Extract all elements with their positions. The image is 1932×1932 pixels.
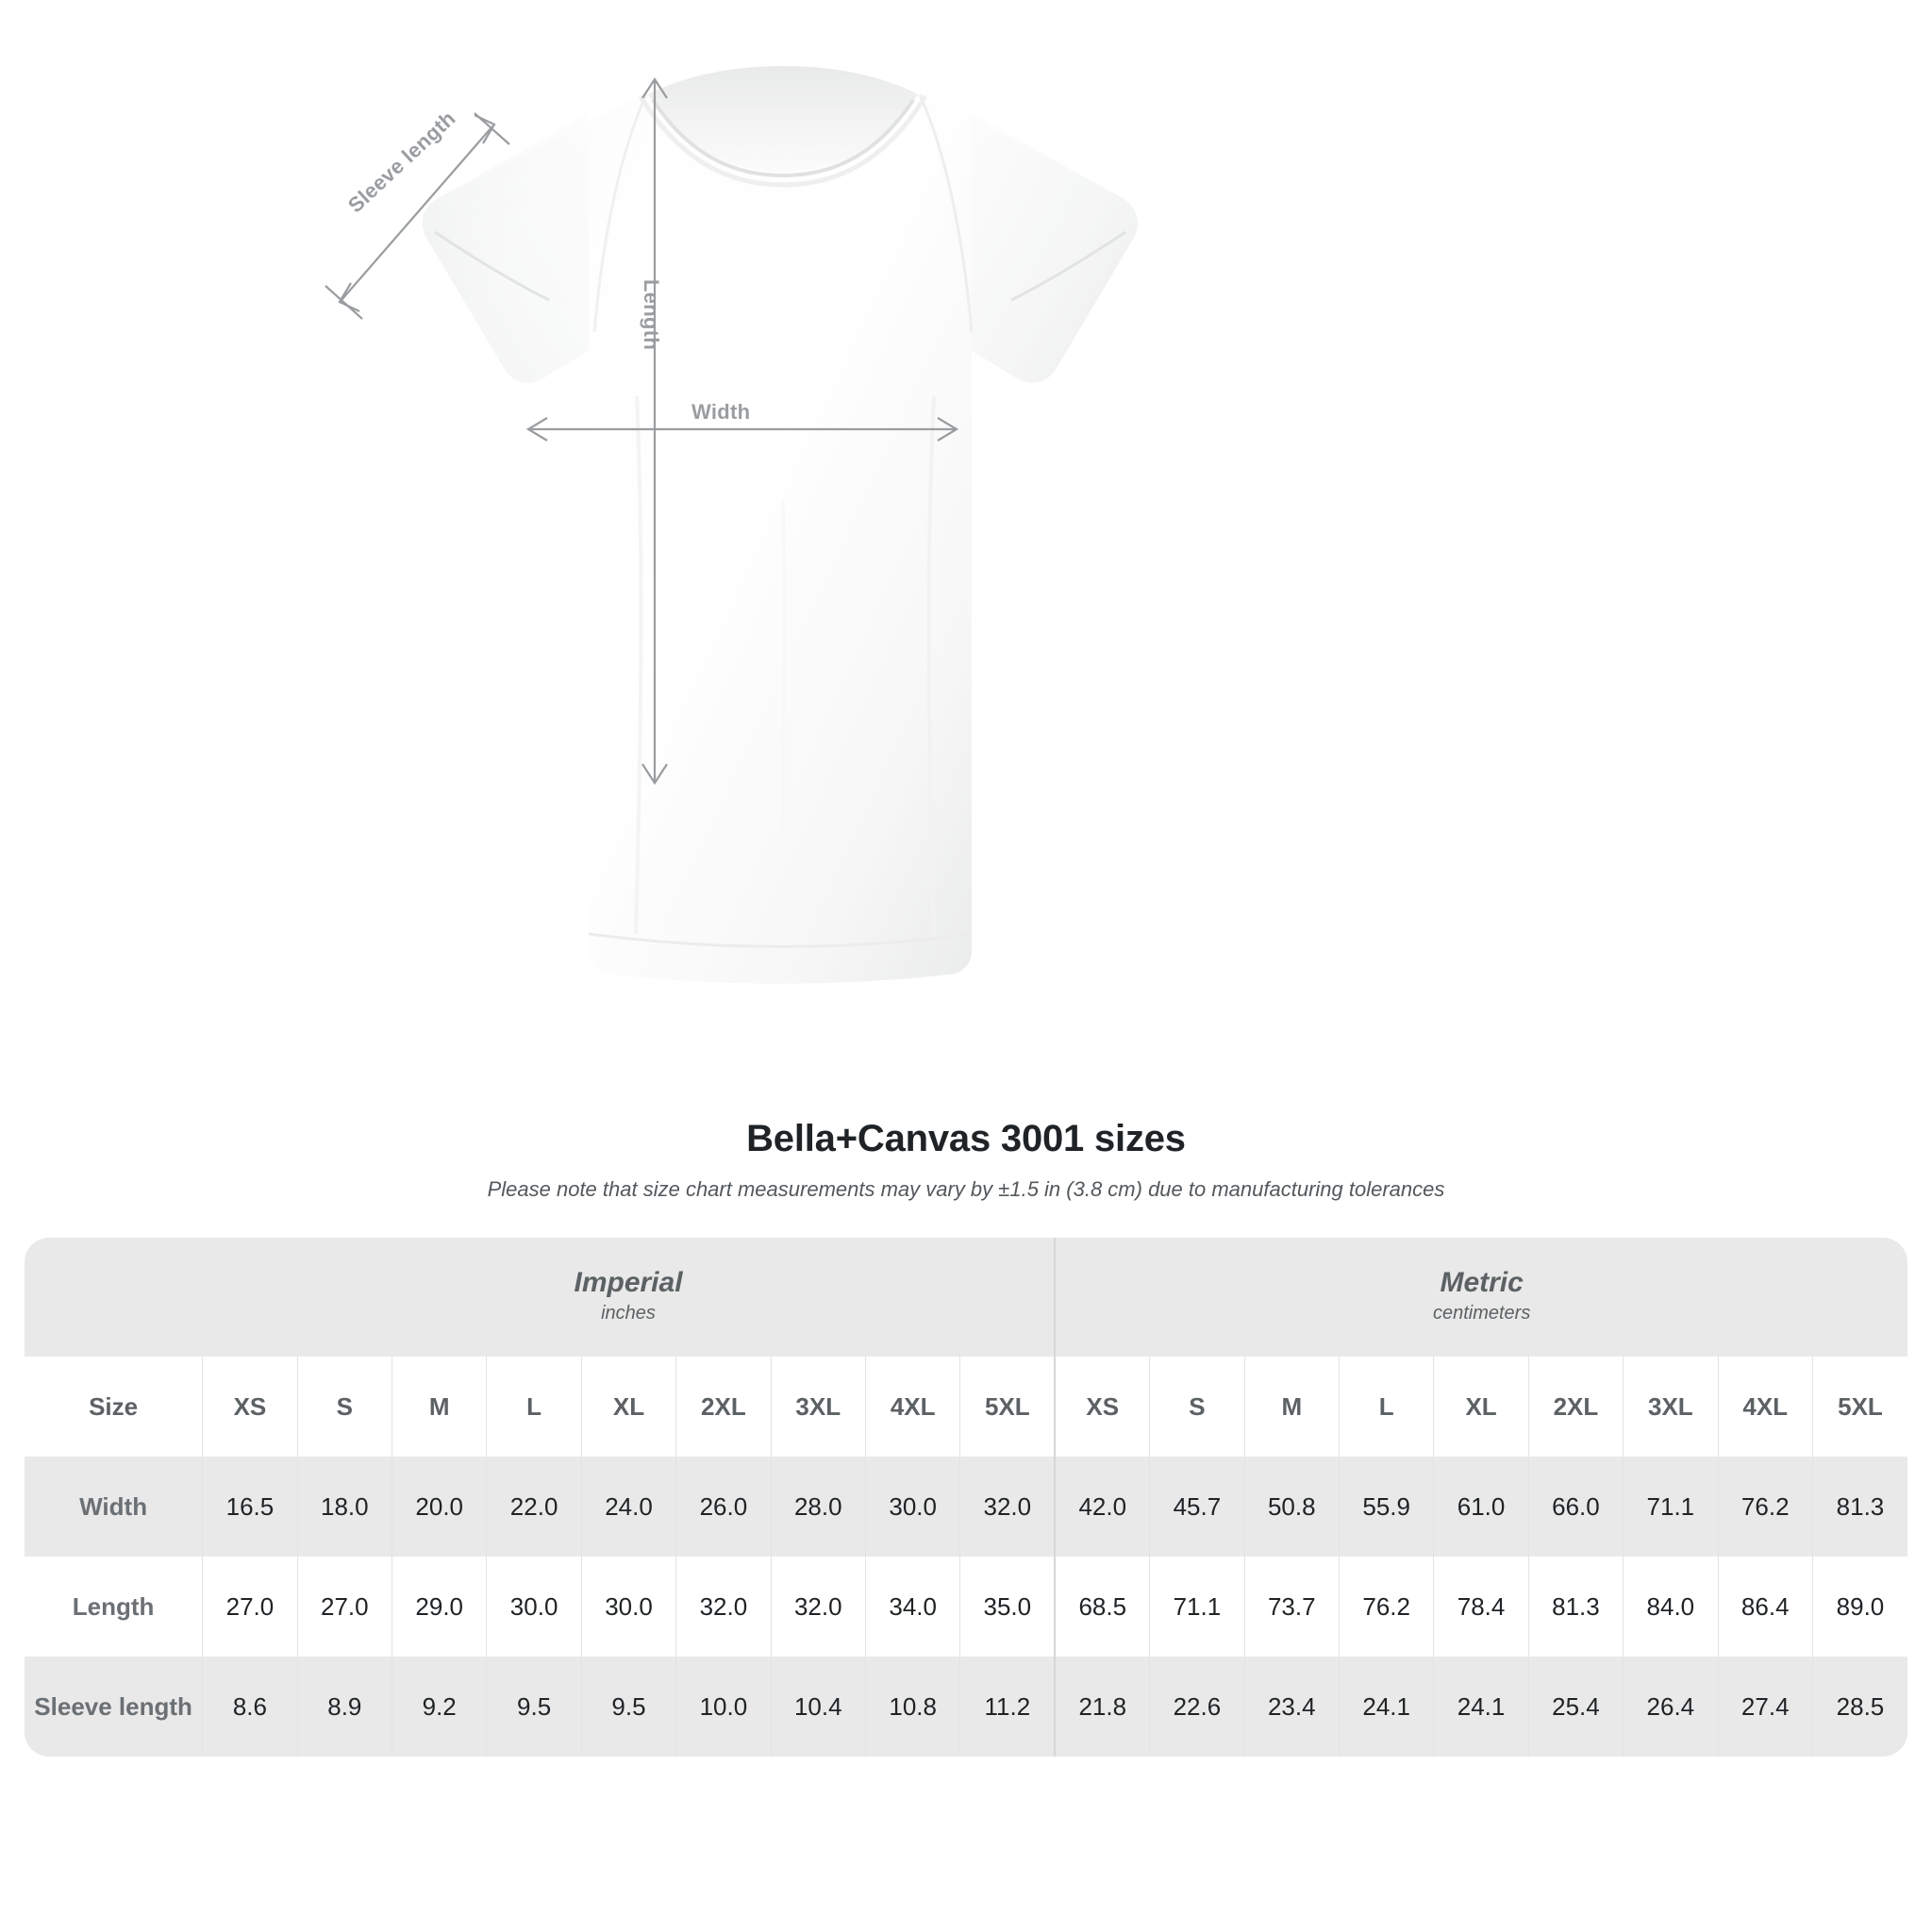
cell-width-imperial-xl: 24.0 bbox=[580, 1457, 676, 1557]
size-header-imperial-2xl: 2XL bbox=[675, 1357, 772, 1457]
cell-sleeve-length-metric-l: 24.1 bbox=[1338, 1657, 1434, 1757]
cell-width-imperial-l: 22.0 bbox=[486, 1457, 582, 1557]
size-header-metric-xs: XS bbox=[1054, 1357, 1150, 1457]
cell-length-metric-4xl: 86.4 bbox=[1717, 1557, 1813, 1657]
cell-length-imperial-s: 27.0 bbox=[296, 1557, 392, 1657]
row-label-sleeve-length: Sleeve length bbox=[25, 1657, 203, 1757]
cell-length-imperial-xs: 27.0 bbox=[202, 1557, 298, 1657]
size-header-metric-2xl: 2XL bbox=[1527, 1357, 1624, 1457]
size-header-metric-s: S bbox=[1149, 1357, 1245, 1457]
size-header-metric-5xl: 5XL bbox=[1811, 1357, 1907, 1457]
unit-system-header-metric: Metric centimeters bbox=[1054, 1238, 1907, 1357]
cell-width-metric-4xl: 76.2 bbox=[1717, 1457, 1813, 1557]
cell-sleeve-length-metric-3xl: 26.4 bbox=[1623, 1657, 1719, 1757]
cell-length-metric-3xl: 84.0 bbox=[1623, 1557, 1719, 1657]
size-header-imperial-3xl: 3XL bbox=[770, 1357, 866, 1457]
size-header-imperial-s: S bbox=[296, 1357, 392, 1457]
cell-length-imperial-5xl: 35.0 bbox=[959, 1557, 1056, 1657]
cell-width-imperial-2xl: 26.0 bbox=[675, 1457, 772, 1557]
cell-length-metric-s: 71.1 bbox=[1149, 1557, 1245, 1657]
cell-width-metric-2xl: 66.0 bbox=[1527, 1457, 1624, 1557]
size-header-metric-3xl: 3XL bbox=[1623, 1357, 1719, 1457]
size-header-imperial-m: M bbox=[391, 1357, 487, 1457]
tshirt-image bbox=[311, 57, 1160, 1047]
cell-width-imperial-3xl: 28.0 bbox=[770, 1457, 866, 1557]
cell-sleeve-length-imperial-xl: 9.5 bbox=[580, 1657, 676, 1757]
cell-length-imperial-3xl: 32.0 bbox=[770, 1557, 866, 1657]
size-header-row: Size XS S M L XL 2XL 3XL 4XL 5XL XS S M L XL 2XL 3XL 4XL 5… bbox=[25, 1357, 1907, 1457]
cell-sleeve-length-metric-2xl: 25.4 bbox=[1527, 1657, 1624, 1757]
cell-width-metric-s: 45.7 bbox=[1149, 1457, 1245, 1557]
cell-sleeve-length-imperial-3xl: 10.4 bbox=[770, 1657, 866, 1757]
size-header-imperial-4xl: 4XL bbox=[864, 1357, 960, 1457]
unit-system-unit: inches bbox=[601, 1303, 656, 1324]
chart-header: Bella+Canvas 3001 sizes Please note that… bbox=[0, 1118, 1932, 1202]
cell-width-metric-xl: 61.0 bbox=[1433, 1457, 1529, 1557]
cell-length-imperial-xl: 30.0 bbox=[580, 1557, 676, 1657]
cell-width-metric-m: 50.8 bbox=[1243, 1457, 1340, 1557]
width-label: Width bbox=[691, 400, 751, 424]
cell-sleeve-length-metric-5xl: 28.5 bbox=[1811, 1657, 1907, 1757]
cell-sleeve-length-imperial-s: 8.9 bbox=[296, 1657, 392, 1757]
cell-length-imperial-4xl: 34.0 bbox=[864, 1557, 960, 1657]
cell-width-imperial-s: 18.0 bbox=[296, 1457, 392, 1557]
table-row: Length 27.0 27.0 29.0 30.0 30.0 32.0 32.0 34.0 35… bbox=[25, 1557, 1907, 1657]
size-chart-table: Imperial inches Metric centimeters Size XS S M L… bbox=[25, 1238, 1907, 1757]
cell-sleeve-length-imperial-2xl: 10.0 bbox=[675, 1657, 772, 1757]
size-header-imperial-l: L bbox=[486, 1357, 582, 1457]
unit-header-spacer bbox=[25, 1238, 203, 1357]
cell-length-imperial-2xl: 32.0 bbox=[675, 1557, 772, 1657]
cell-sleeve-length-imperial-xs: 8.6 bbox=[202, 1657, 298, 1757]
size-header-imperial-xs: XS bbox=[202, 1357, 298, 1457]
cell-length-imperial-m: 29.0 bbox=[391, 1557, 487, 1657]
cell-length-metric-xl: 78.4 bbox=[1433, 1557, 1529, 1657]
cell-length-metric-xs: 68.5 bbox=[1054, 1557, 1150, 1657]
cell-sleeve-length-metric-m: 23.4 bbox=[1243, 1657, 1340, 1757]
unit-system-name: Metric bbox=[1440, 1266, 1524, 1298]
cell-width-imperial-xs: 16.5 bbox=[202, 1457, 298, 1557]
row-label-length: Length bbox=[25, 1557, 203, 1657]
cell-sleeve-length-imperial-m: 9.2 bbox=[391, 1657, 487, 1757]
cell-sleeve-length-metric-s: 22.6 bbox=[1149, 1657, 1245, 1757]
cell-sleeve-length-metric-xs: 21.8 bbox=[1054, 1657, 1150, 1757]
size-header-metric-m: M bbox=[1243, 1357, 1340, 1457]
page-title: Bella+Canvas 3001 sizes bbox=[746, 1118, 1186, 1159]
cell-width-metric-3xl: 71.1 bbox=[1623, 1457, 1719, 1557]
cell-sleeve-length-metric-xl: 24.1 bbox=[1433, 1657, 1529, 1757]
cell-length-metric-l: 76.2 bbox=[1338, 1557, 1434, 1657]
size-header-metric-4xl: 4XL bbox=[1717, 1357, 1813, 1457]
cell-sleeve-length-imperial-4xl: 10.8 bbox=[864, 1657, 960, 1757]
cell-sleeve-length-metric-4xl: 27.4 bbox=[1717, 1657, 1813, 1757]
unit-system-header-imperial: Imperial inches bbox=[202, 1238, 1056, 1357]
tolerance-note: Please note that size chart measurements… bbox=[487, 1177, 1445, 1201]
cell-length-metric-m: 73.7 bbox=[1243, 1557, 1340, 1657]
size-header-metric-xl: XL bbox=[1433, 1357, 1529, 1457]
size-header-imperial-5xl: 5XL bbox=[959, 1357, 1056, 1457]
cell-width-imperial-4xl: 30.0 bbox=[864, 1457, 960, 1557]
size-chart-table-wrapper: Imperial inches Metric centimeters Size XS S M L… bbox=[25, 1238, 1907, 1757]
size-header-imperial-xl: XL bbox=[580, 1357, 676, 1457]
cell-width-imperial-m: 20.0 bbox=[391, 1457, 487, 1557]
cell-length-imperial-l: 30.0 bbox=[486, 1557, 582, 1657]
table-row: Sleeve length 8.6 8.9 9.2 9.5 9.5 10.0 10.4 10.8… bbox=[25, 1657, 1907, 1757]
cell-sleeve-length-imperial-l: 9.5 bbox=[486, 1657, 582, 1757]
size-column-header: Size bbox=[25, 1357, 203, 1457]
cell-width-metric-l: 55.9 bbox=[1338, 1457, 1434, 1557]
row-label-width: Width bbox=[25, 1457, 203, 1557]
unit-system-unit: centimeters bbox=[1432, 1303, 1531, 1324]
unit-system-header-row: Imperial inches Metric centimeters bbox=[25, 1238, 1907, 1357]
cell-sleeve-length-imperial-5xl: 11.2 bbox=[959, 1657, 1056, 1757]
cell-width-imperial-5xl: 32.0 bbox=[959, 1457, 1056, 1557]
length-label: Length bbox=[640, 279, 663, 351]
cell-length-metric-5xl: 89.0 bbox=[1811, 1557, 1907, 1657]
cell-length-metric-2xl: 81.3 bbox=[1527, 1557, 1624, 1657]
cell-width-metric-5xl: 81.3 bbox=[1811, 1457, 1907, 1557]
size-header-metric-l: L bbox=[1338, 1357, 1434, 1457]
unit-system-name: Imperial bbox=[574, 1266, 683, 1298]
cell-width-metric-xs: 42.0 bbox=[1054, 1457, 1150, 1557]
table-row: Width 16.5 18.0 20.0 22.0 24.0 26.0 28.0 30.0 32.… bbox=[25, 1457, 1907, 1557]
tshirt-illustration bbox=[423, 66, 1138, 984]
tshirt-diagram: Sleeve length Length Width bbox=[311, 57, 1160, 1047]
